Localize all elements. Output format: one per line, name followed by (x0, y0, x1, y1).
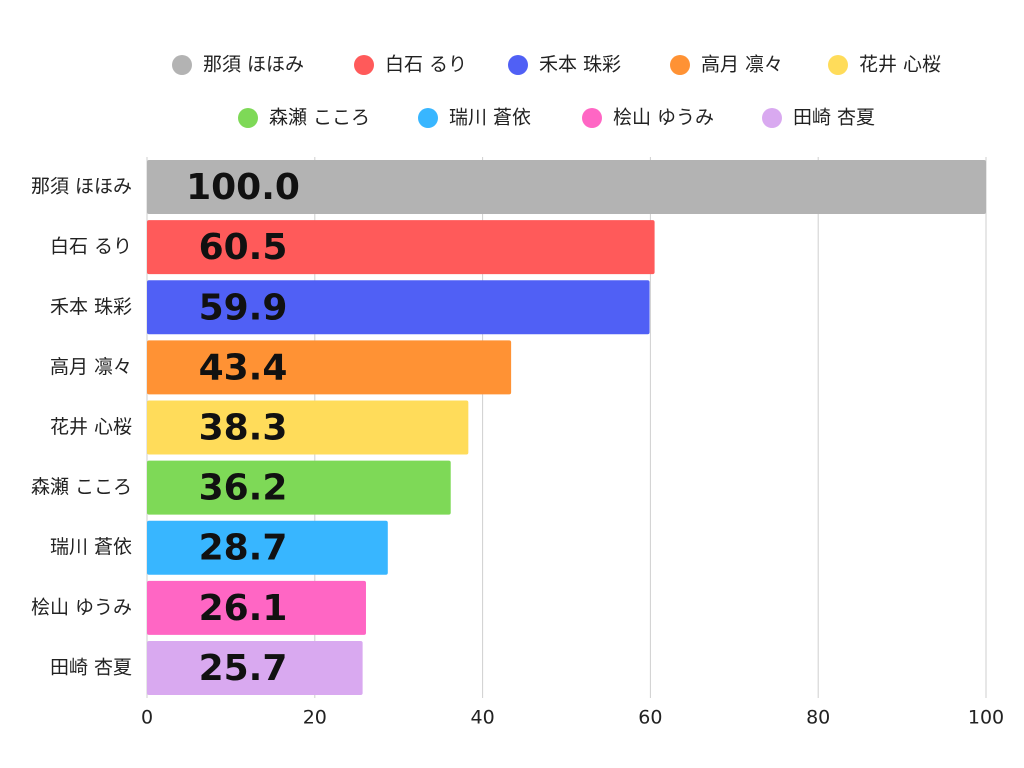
value-label: 60.5 (199, 227, 288, 268)
legend-label: 桧山 ゆうみ (613, 107, 714, 129)
x-tick-label: 80 (806, 707, 830, 729)
bar (147, 400, 469, 455)
y-tick-label: 白石 るり (50, 236, 132, 258)
y-tick-label: 花井 心桜 (50, 416, 132, 438)
legend-marker (354, 55, 374, 75)
legend-label: 那須 ほほみ (203, 54, 304, 76)
bar (147, 340, 512, 395)
legend-marker (582, 108, 602, 128)
value-label: 25.7 (199, 648, 288, 689)
legend-label: 瑞川 蒼依 (449, 107, 531, 129)
y-tick-label: 高月 凛々 (50, 356, 132, 378)
legend-marker (238, 108, 258, 128)
bar (147, 220, 655, 275)
bar (147, 580, 366, 635)
x-tick-label: 20 (303, 707, 327, 729)
y-tick-label: 那須 ほほみ (31, 176, 132, 198)
value-label: 43.4 (199, 347, 288, 388)
value-label: 59.9 (199, 287, 288, 328)
bar (147, 460, 451, 515)
value-label: 36.2 (199, 468, 288, 509)
value-label: 38.3 (199, 408, 288, 449)
x-tick-label: 0 (141, 707, 153, 729)
legend-marker (828, 55, 848, 75)
legend-label: 禾本 珠彩 (539, 54, 621, 76)
y-tick-label: 禾本 珠彩 (50, 296, 132, 318)
bar (147, 520, 388, 575)
legend-marker (172, 55, 192, 75)
bar (147, 160, 986, 215)
value-label: 26.1 (199, 588, 288, 629)
value-label: 100.0 (186, 167, 300, 208)
legend-label: 花井 心桜 (859, 54, 941, 76)
legend-label: 高月 凛々 (701, 54, 783, 76)
x-tick-label: 40 (471, 707, 495, 729)
x-tick-label: 60 (638, 707, 662, 729)
x-tick-label: 100 (968, 707, 1004, 729)
legend-marker (508, 55, 528, 75)
bar (147, 640, 363, 695)
legend-label: 田崎 杏夏 (793, 107, 875, 129)
y-tick-label: 桧山 ゆうみ (31, 596, 132, 618)
y-tick-label: 瑞川 蒼依 (50, 536, 132, 558)
bar (147, 280, 650, 335)
legend-marker (418, 108, 438, 128)
value-label: 28.7 (199, 528, 288, 569)
y-tick-label: 田崎 杏夏 (50, 656, 132, 678)
legend-label: 白石 るり (385, 54, 467, 76)
legend-label: 森瀬 こころ (269, 107, 370, 129)
legend-marker (670, 55, 690, 75)
y-tick-label: 森瀬 こころ (31, 476, 132, 498)
legend-marker (762, 108, 782, 128)
